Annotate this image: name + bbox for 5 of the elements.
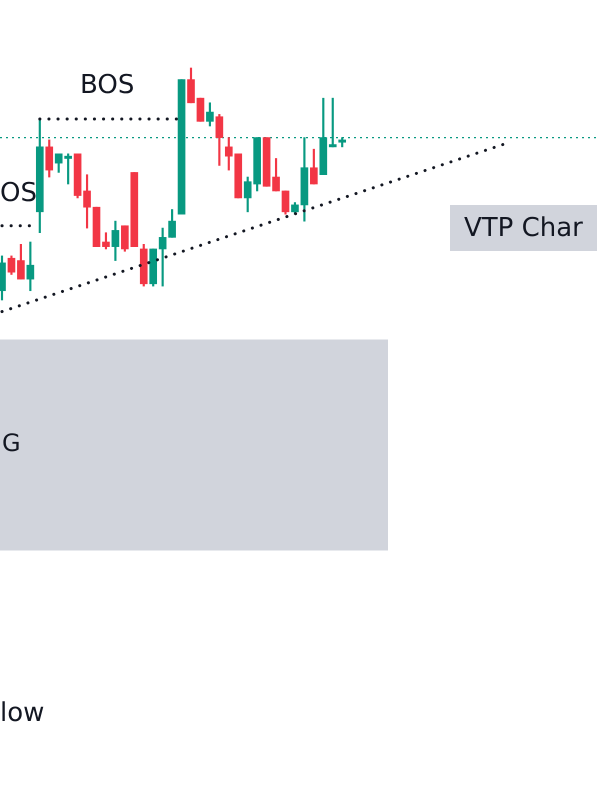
band-label: G: [2, 429, 21, 458]
text: low: [0, 698, 44, 728]
annotation: VTP Char: [450, 205, 597, 251]
annotation: BOS: [80, 70, 134, 100]
annotation: OS: [0, 178, 37, 208]
